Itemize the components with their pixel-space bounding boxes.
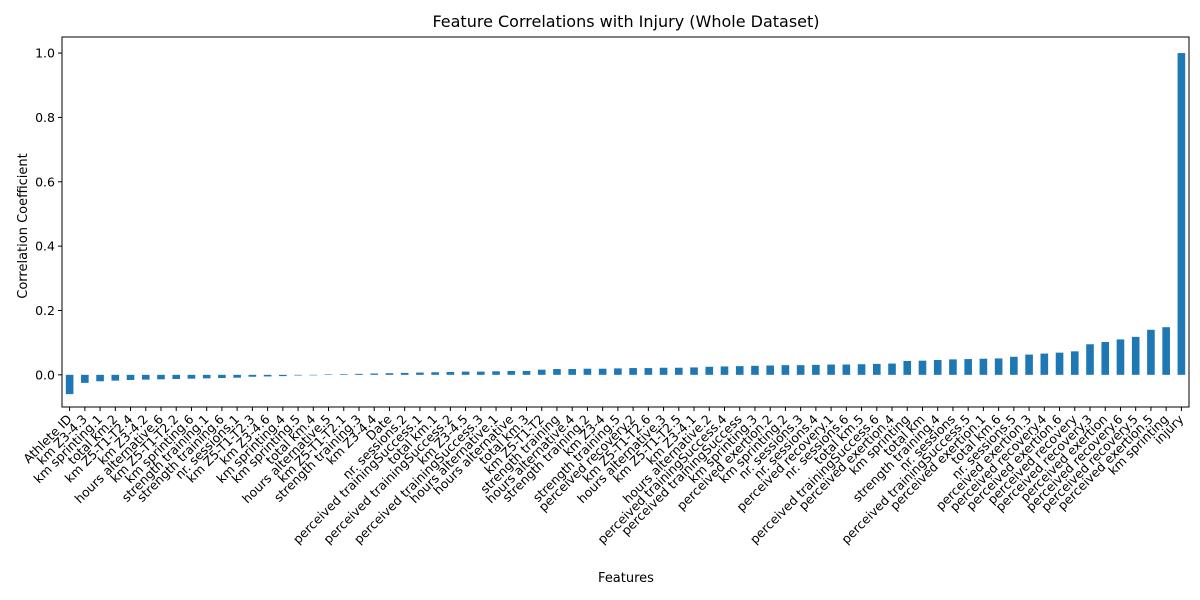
bar	[385, 373, 394, 375]
bar	[370, 373, 379, 375]
bar	[598, 368, 607, 375]
bar	[294, 374, 302, 376]
bar	[781, 365, 790, 375]
bar	[1101, 342, 1110, 375]
y-tick-label: 1.0	[35, 46, 55, 61]
bar	[65, 374, 74, 395]
bar	[263, 374, 272, 377]
bar	[1040, 353, 1049, 375]
bar	[218, 374, 226, 379]
bar	[644, 368, 653, 375]
bar	[492, 371, 500, 375]
bar	[1116, 339, 1125, 375]
bar	[431, 372, 439, 375]
y-axis-ticks: 0.0 0.2 0.4 0.6 0.8 1.0	[35, 46, 62, 382]
bar	[949, 359, 957, 375]
bar	[1131, 336, 1140, 375]
bar	[157, 374, 165, 380]
bar	[690, 367, 698, 375]
bar	[1010, 356, 1018, 375]
bar	[248, 374, 257, 377]
y-tick-label: 0.0	[35, 367, 55, 382]
bar	[614, 368, 622, 375]
y-tick-label: 0.6	[35, 174, 55, 189]
bar	[720, 366, 729, 375]
bar	[842, 364, 851, 375]
bar	[827, 364, 835, 375]
bars-group	[65, 53, 1186, 395]
y-axis-label: Correlation Coefficient	[16, 153, 31, 299]
bar	[964, 359, 972, 375]
plot-frame	[61, 36, 1190, 408]
bar	[96, 374, 104, 382]
bar	[629, 368, 637, 375]
bar	[416, 372, 424, 375]
bar	[355, 373, 363, 375]
bar	[583, 368, 592, 375]
bar	[751, 365, 759, 375]
bar	[233, 374, 241, 378]
bar	[1025, 354, 1033, 375]
bar	[507, 370, 516, 375]
bar	[141, 374, 150, 380]
bar	[202, 374, 211, 379]
bar	[872, 363, 881, 375]
bar	[324, 374, 333, 376]
bar	[1177, 53, 1186, 375]
y-tick-label: 0.8	[35, 110, 55, 125]
bar	[1055, 352, 1064, 375]
bar	[979, 358, 988, 375]
bar	[674, 367, 683, 375]
bar	[309, 374, 318, 376]
bar	[537, 369, 546, 375]
bar	[553, 369, 561, 375]
bar	[903, 360, 912, 375]
bar	[126, 374, 135, 380]
bar	[111, 374, 120, 381]
chart-title: Feature Correlations with Injury (Whole …	[432, 12, 819, 31]
bar	[659, 367, 668, 375]
bar	[735, 366, 744, 375]
bar	[1086, 344, 1094, 375]
bar	[857, 364, 866, 375]
bar	[705, 366, 714, 375]
bar	[568, 369, 577, 375]
bar	[477, 371, 485, 375]
bar	[187, 374, 196, 379]
bar	[446, 371, 455, 375]
bar	[1162, 327, 1170, 375]
bar	[279, 374, 287, 377]
x-axis-label: Features	[598, 571, 654, 586]
bar	[461, 371, 470, 375]
bar	[994, 358, 1003, 375]
bar	[796, 365, 805, 375]
bar	[172, 374, 181, 380]
bar	[522, 370, 531, 375]
bar	[812, 364, 820, 375]
y-tick-label: 0.2	[35, 303, 55, 318]
bar	[766, 365, 774, 375]
bar	[1070, 351, 1079, 375]
bar	[81, 374, 89, 383]
bar	[400, 372, 409, 375]
bar	[933, 360, 942, 375]
bar	[1147, 329, 1155, 375]
bar	[888, 363, 896, 375]
bar	[339, 374, 348, 375]
y-tick-label: 0.4	[35, 239, 55, 254]
bar	[918, 360, 927, 375]
